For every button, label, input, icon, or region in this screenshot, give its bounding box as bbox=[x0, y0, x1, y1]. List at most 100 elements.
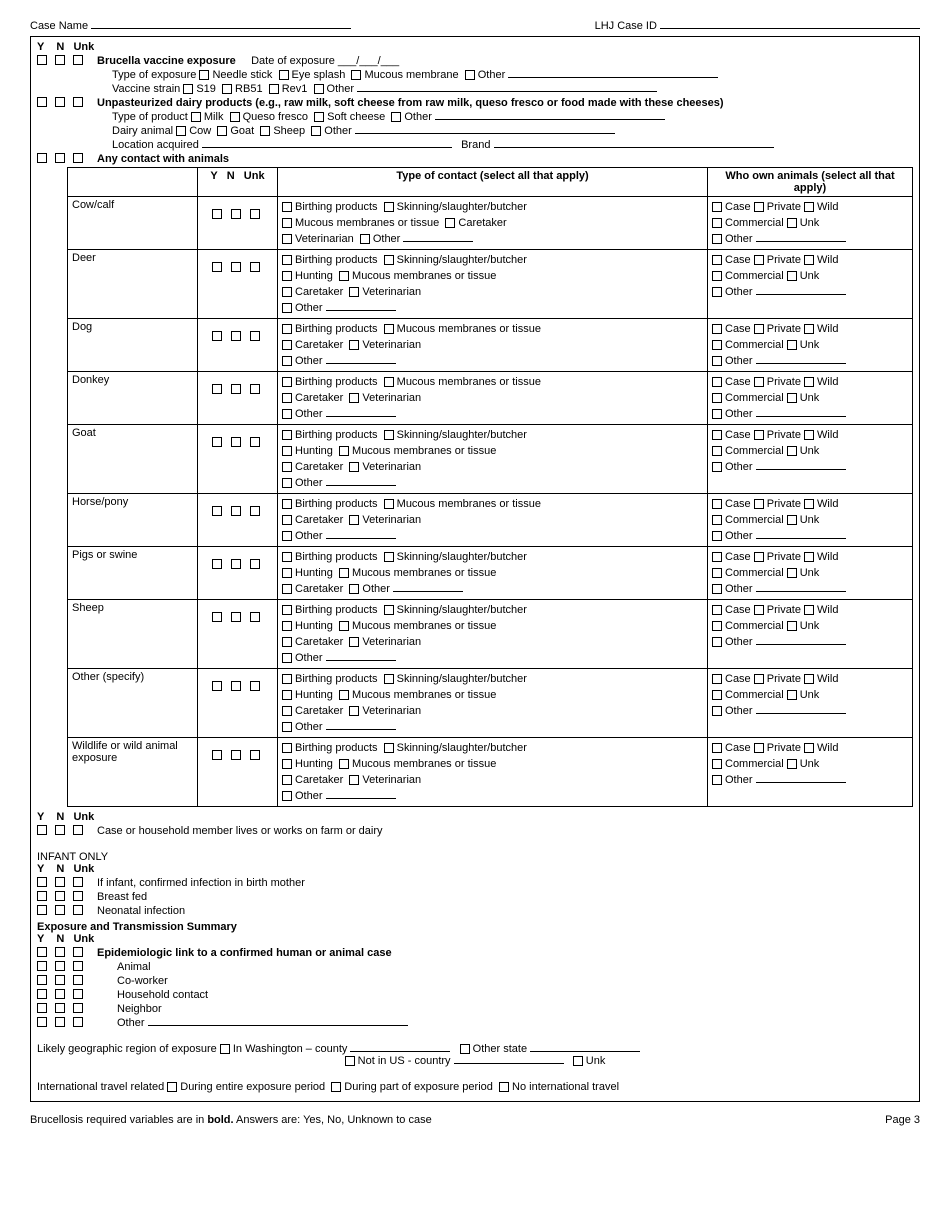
cb-other-exp[interactable] bbox=[465, 70, 475, 80]
checkbox[interactable] bbox=[282, 722, 292, 732]
blank-state[interactable] bbox=[530, 1051, 640, 1052]
checkbox[interactable] bbox=[804, 499, 814, 509]
checkbox[interactable] bbox=[712, 218, 722, 228]
checkbox[interactable] bbox=[282, 775, 292, 785]
blank-own-other[interactable] bbox=[756, 241, 846, 242]
checkbox[interactable] bbox=[282, 303, 292, 313]
checkbox[interactable] bbox=[339, 759, 349, 769]
checkbox[interactable] bbox=[754, 255, 764, 265]
checkbox[interactable] bbox=[282, 478, 292, 488]
checkbox[interactable] bbox=[55, 961, 65, 971]
cb-prod-other[interactable] bbox=[391, 112, 401, 122]
blank-own-other[interactable] bbox=[756, 469, 846, 470]
checkbox[interactable] bbox=[384, 377, 394, 387]
checkbox[interactable] bbox=[787, 759, 797, 769]
cb-queso[interactable] bbox=[230, 112, 240, 122]
checkbox[interactable] bbox=[349, 706, 359, 716]
checkbox[interactable] bbox=[712, 287, 722, 297]
blank-own-other[interactable] bbox=[756, 294, 846, 295]
checkbox[interactable] bbox=[712, 377, 722, 387]
checkbox-n[interactable] bbox=[55, 947, 65, 957]
checkbox[interactable] bbox=[712, 775, 722, 785]
blank-other[interactable] bbox=[326, 538, 396, 539]
checkbox[interactable] bbox=[250, 681, 260, 691]
checkbox[interactable] bbox=[384, 255, 394, 265]
blank-other[interactable] bbox=[326, 310, 396, 311]
checkbox[interactable] bbox=[250, 559, 260, 569]
checkbox[interactable] bbox=[349, 340, 359, 350]
checkbox-unk[interactable] bbox=[73, 947, 83, 957]
cb-cow[interactable] bbox=[176, 126, 186, 136]
checkbox[interactable] bbox=[754, 552, 764, 562]
checkbox[interactable] bbox=[712, 271, 722, 281]
cb-rb51[interactable] bbox=[222, 84, 232, 94]
checkbox[interactable] bbox=[384, 324, 394, 334]
checkbox[interactable] bbox=[349, 462, 359, 472]
checkbox-unk[interactable] bbox=[73, 877, 83, 887]
checkbox[interactable] bbox=[282, 462, 292, 472]
checkbox[interactable] bbox=[712, 430, 722, 440]
checkbox[interactable] bbox=[787, 515, 797, 525]
checkbox[interactable] bbox=[349, 287, 359, 297]
checkbox[interactable] bbox=[37, 1017, 47, 1027]
cb-mucous[interactable] bbox=[351, 70, 361, 80]
checkbox[interactable] bbox=[37, 975, 47, 985]
checkbox[interactable] bbox=[282, 393, 292, 403]
checkbox[interactable] bbox=[787, 340, 797, 350]
checkbox[interactable] bbox=[212, 506, 222, 516]
checkbox[interactable] bbox=[282, 356, 292, 366]
checkbox[interactable] bbox=[712, 393, 722, 403]
checkbox-y[interactable] bbox=[37, 55, 47, 65]
blank-other[interactable] bbox=[326, 660, 396, 661]
checkbox[interactable] bbox=[231, 262, 241, 272]
blank-own-other[interactable] bbox=[756, 591, 846, 592]
checkbox[interactable] bbox=[712, 605, 722, 615]
checkbox[interactable] bbox=[212, 262, 222, 272]
checkbox[interactable] bbox=[282, 218, 292, 228]
checkbox[interactable] bbox=[250, 750, 260, 760]
cb-goat[interactable] bbox=[217, 126, 227, 136]
checkbox[interactable] bbox=[754, 605, 764, 615]
checkbox[interactable] bbox=[282, 340, 292, 350]
blank-other[interactable] bbox=[326, 363, 396, 364]
checkbox[interactable] bbox=[73, 989, 83, 999]
cb-geo-unk[interactable] bbox=[573, 1056, 583, 1066]
checkbox[interactable] bbox=[787, 568, 797, 578]
checkbox[interactable] bbox=[282, 499, 292, 509]
checkbox-unk[interactable] bbox=[73, 97, 83, 107]
checkbox[interactable] bbox=[804, 743, 814, 753]
checkbox[interactable] bbox=[282, 409, 292, 419]
checkbox[interactable] bbox=[787, 446, 797, 456]
checkbox-unk[interactable] bbox=[73, 891, 83, 901]
checkbox[interactable] bbox=[282, 637, 292, 647]
checkbox[interactable] bbox=[55, 1003, 65, 1013]
checkbox[interactable] bbox=[804, 324, 814, 334]
checkbox[interactable] bbox=[754, 499, 764, 509]
checkbox[interactable] bbox=[787, 218, 797, 228]
cb-milk[interactable] bbox=[191, 112, 201, 122]
checkbox[interactable] bbox=[37, 961, 47, 971]
checkbox[interactable] bbox=[339, 271, 349, 281]
checkbox[interactable] bbox=[754, 202, 764, 212]
blank-animal[interactable] bbox=[355, 133, 615, 134]
cb-eye[interactable] bbox=[279, 70, 289, 80]
checkbox[interactable] bbox=[282, 324, 292, 334]
checkbox[interactable] bbox=[712, 515, 722, 525]
checkbox[interactable] bbox=[712, 234, 722, 244]
checkbox[interactable] bbox=[231, 559, 241, 569]
checkbox[interactable] bbox=[754, 430, 764, 440]
checkbox[interactable] bbox=[231, 331, 241, 341]
checkbox-y[interactable] bbox=[37, 905, 47, 915]
checkbox[interactable] bbox=[384, 743, 394, 753]
blank-county[interactable] bbox=[350, 1051, 450, 1052]
blank-own-other[interactable] bbox=[756, 363, 846, 364]
checkbox-unk[interactable] bbox=[73, 153, 83, 163]
checkbox[interactable] bbox=[712, 690, 722, 700]
checkbox[interactable] bbox=[754, 377, 764, 387]
checkbox[interactable] bbox=[250, 437, 260, 447]
checkbox[interactable] bbox=[712, 409, 722, 419]
checkbox-y[interactable] bbox=[37, 825, 47, 835]
checkbox-unk[interactable] bbox=[73, 825, 83, 835]
cb-intl-b[interactable] bbox=[331, 1082, 341, 1092]
checkbox[interactable] bbox=[250, 262, 260, 272]
